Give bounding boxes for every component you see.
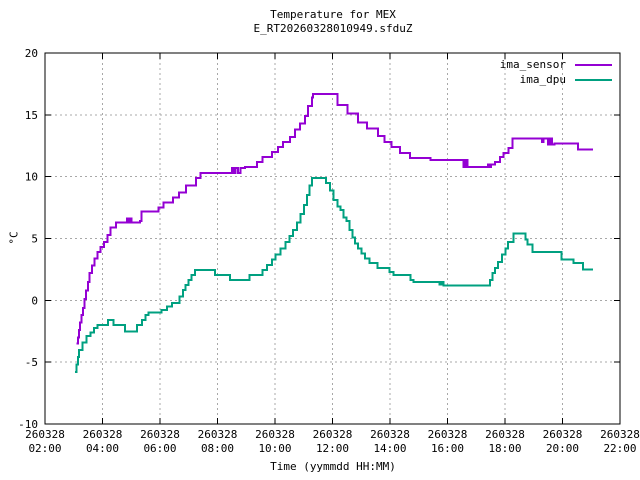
- y-tick-label: 0: [31, 294, 38, 307]
- x-tick-label-time: 06:00: [143, 442, 176, 455]
- y-tick-label: -5: [25, 356, 38, 369]
- x-tick-label-time: 20:00: [546, 442, 579, 455]
- x-tick-label-date: 260328: [600, 428, 640, 441]
- x-tick-label-time: 22:00: [603, 442, 636, 455]
- x-tick-label-date: 260328: [140, 428, 180, 441]
- x-tick-label-date: 260328: [255, 428, 295, 441]
- x-tick-label-date: 260328: [313, 428, 353, 441]
- x-tick-label-date: 260328: [198, 428, 238, 441]
- legend-line-swatch-ima-sensor: [575, 63, 612, 66]
- legend-line-swatch-ima-dpu: [575, 78, 612, 81]
- x-tick-label-time: 02:00: [28, 442, 61, 455]
- x-tick-label-date: 260328: [485, 428, 525, 441]
- y-tick-label: 20: [25, 47, 38, 60]
- x-tick-label-time: 12:00: [316, 442, 349, 455]
- y-axis-label: °C: [7, 231, 21, 245]
- x-tick-label-time: 14:00: [373, 442, 406, 455]
- x-tick-label-time: 18:00: [488, 442, 521, 455]
- x-tick-label-time: 04:00: [86, 442, 119, 455]
- x-tick-label-time: 16:00: [431, 442, 464, 455]
- legend-label-ima-dpu: ima_dpu: [519, 73, 566, 86]
- y-tick-label: -10: [18, 418, 38, 431]
- x-tick-label-date: 260328: [543, 428, 583, 441]
- x-tick-label-date: 260328: [25, 428, 65, 441]
- legend: ima_sensor ima_dpu: [500, 57, 612, 87]
- x-tick-label-time: 10:00: [258, 442, 291, 455]
- y-tick-label: 10: [25, 171, 38, 184]
- chart-subtitle: E_RT20260328010949.sfduZ: [253, 22, 413, 35]
- x-tick-label-date: 260328: [83, 428, 123, 441]
- legend-entry-ima-dpu: ima_dpu: [500, 72, 612, 87]
- legend-label-ima-sensor: ima_sensor: [499, 58, 566, 71]
- y-tick-label: 5: [31, 233, 38, 246]
- chart-title: Temperature for MEX: [270, 8, 396, 21]
- y-tick-label: 15: [25, 109, 38, 122]
- series-line-ima_dpu: [74, 176, 593, 374]
- x-tick-label-date: 260328: [428, 428, 468, 441]
- x-tick-label-date: 260328: [370, 428, 410, 441]
- series-line-ima_sensor: [76, 92, 593, 345]
- legend-entry-ima-sensor: ima_sensor: [500, 57, 612, 72]
- x-axis-label: Time (yymmdd HH:MM): [270, 460, 396, 473]
- x-tick-label-time: 08:00: [201, 442, 234, 455]
